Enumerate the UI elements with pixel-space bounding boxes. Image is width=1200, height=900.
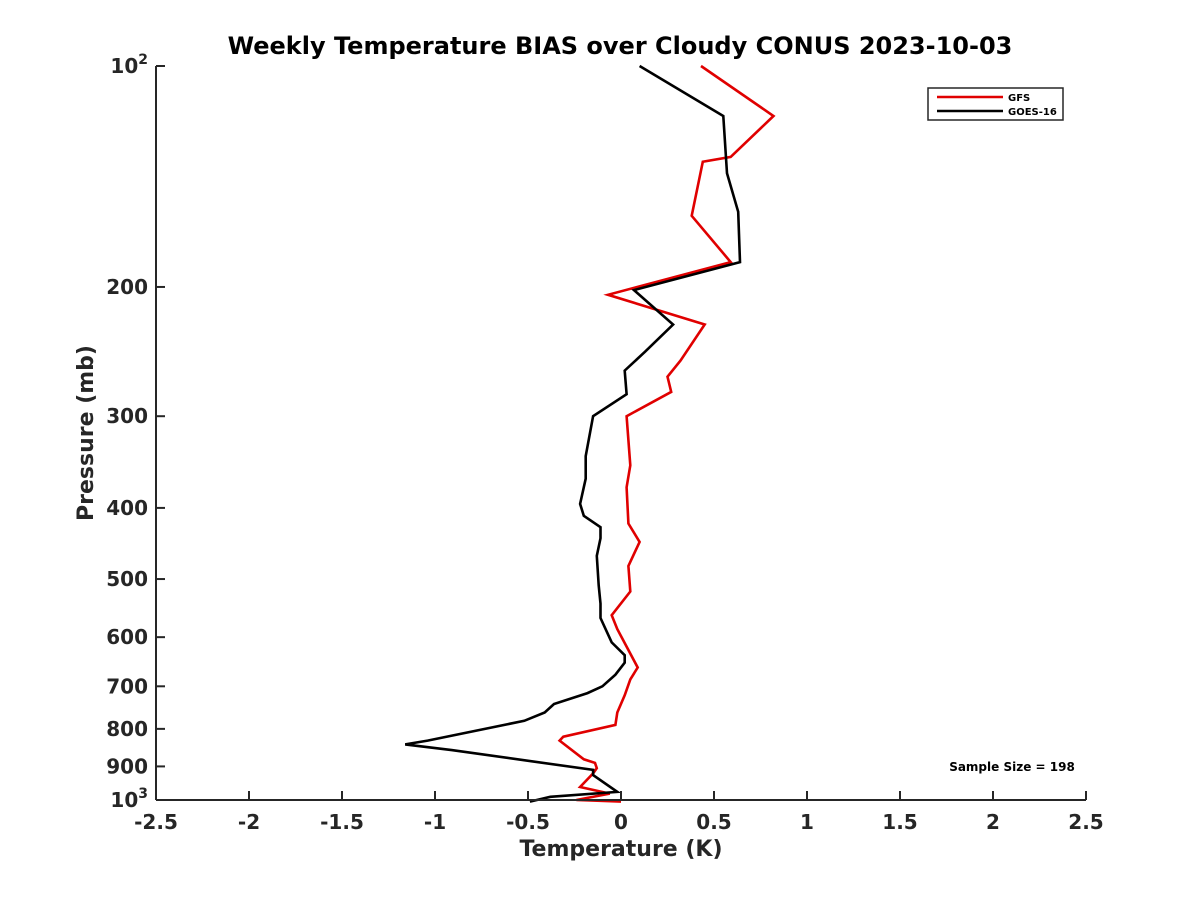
x-tick-label: 2.5 [1068,810,1103,834]
x-tick-label: 1 [800,810,814,834]
y-tick-label-base: 900 [106,754,148,778]
y-tick-label: 102 [110,52,148,78]
x-tick-label: 0 [614,810,628,834]
x-tick-label: -2 [238,810,260,834]
x-axis-label: Temperature (K) [519,837,722,862]
y-tick-label: 200 [106,275,148,299]
y-tick-label-base: 10 [110,788,138,812]
y-tick-label: 300 [106,404,148,428]
y-tick-label-base: 700 [106,674,148,698]
y-tick-label-base: 10 [110,54,138,78]
plot-area: -2.5 -2 -1.5 -1 -0.5 0 0.5 1 1.5 2 2.5 10220030040… [106,52,1103,834]
series-line-goes-16 [404,64,742,803]
chart-title: Weekly Temperature BIAS over Cloudy CONU… [228,32,1013,60]
legend-box [927,87,1064,121]
x-tick-label: -2.5 [134,810,178,834]
x-tick-label: -1.5 [320,810,364,834]
y-tick-label-base: 800 [106,717,148,741]
y-tick-label: 900 [106,754,148,778]
y-tick-label: 800 [106,717,148,741]
series-line-gfs [557,64,776,803]
y-tick-label: 400 [106,496,148,520]
x-axis-ticks: -2.5 -2 -1.5 -1 -0.5 0 0.5 1 1.5 2 2.5 [134,791,1104,834]
y-tick-label: 103 [110,786,148,812]
legend-label: GFS [1008,93,1030,104]
x-tick-label: -0.5 [506,810,550,834]
sample-size-annotation: Sample Size = 198 [949,760,1075,774]
y-tick-label-base: 400 [106,496,148,520]
y-tick-label: 500 [106,567,148,591]
series-layer [404,64,776,803]
x-tick-label: 0.5 [696,810,731,834]
y-tick-label-base: 300 [106,404,148,428]
y-tick-label-exponent: 2 [138,52,148,68]
legend: GFS GOES-16 [927,87,1064,121]
x-tick-label: 2 [986,810,1000,834]
y-tick-label-base: 200 [106,275,148,299]
y-tick-label: 600 [106,625,148,649]
y-tick-label-base: 500 [106,567,148,591]
legend-label: GOES-16 [1008,107,1057,118]
y-tick-label: 700 [106,674,148,698]
y-axis-label: Pressure (mb) [74,345,99,521]
x-tick-label: -1 [424,810,446,834]
y-tick-label-base: 600 [106,625,148,649]
x-tick-label: 1.5 [882,810,917,834]
y-tick-label-exponent: 3 [138,786,148,802]
